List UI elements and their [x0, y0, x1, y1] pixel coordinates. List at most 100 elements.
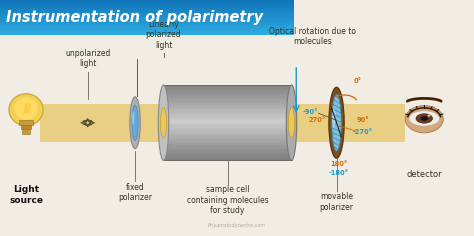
Ellipse shape: [14, 97, 38, 120]
Bar: [0, 25, 294, 26]
Bar: [0, 9, 294, 10]
Bar: [164, 85, 292, 88]
Text: Light
source: Light source: [9, 185, 43, 205]
Bar: [164, 158, 292, 160]
Bar: [164, 125, 292, 128]
Ellipse shape: [409, 111, 439, 126]
Bar: [0, 11, 294, 12]
Text: Priyamstudycentre.com: Priyamstudycentre.com: [208, 223, 266, 228]
Bar: [22, 129, 30, 134]
Bar: [0, 15, 294, 16]
Bar: [164, 120, 292, 123]
Ellipse shape: [132, 111, 135, 125]
Bar: [0, 10, 294, 11]
Text: -90°: -90°: [303, 109, 318, 115]
Text: 0°: 0°: [354, 78, 362, 84]
Ellipse shape: [132, 105, 138, 140]
Ellipse shape: [420, 116, 428, 121]
Bar: [164, 133, 292, 135]
Ellipse shape: [9, 94, 43, 126]
Bar: [0, 18, 294, 19]
Bar: [0, 21, 294, 22]
Bar: [0, 13, 294, 14]
Bar: [164, 128, 292, 130]
Bar: [0, 30, 294, 31]
Bar: [164, 138, 292, 140]
Bar: [0, 14, 294, 15]
Bar: [0, 1, 294, 2]
Bar: [0, 34, 294, 35]
Bar: [0, 32, 294, 33]
Bar: [0, 16, 294, 17]
Bar: [0, 29, 294, 30]
Bar: [164, 130, 292, 133]
Bar: [0, 31, 294, 32]
Text: 270°: 270°: [309, 117, 326, 123]
Bar: [0, 23, 294, 24]
Bar: [0, 22, 294, 23]
Bar: [164, 115, 292, 118]
Bar: [164, 140, 292, 143]
Ellipse shape: [332, 94, 341, 151]
Bar: [0, 33, 294, 34]
Bar: [164, 118, 292, 120]
Bar: [164, 108, 292, 110]
Bar: [0, 3, 294, 4]
Text: Instrumentation of polarimetry: Instrumentation of polarimetry: [6, 10, 263, 25]
Ellipse shape: [405, 106, 443, 133]
Bar: [164, 156, 292, 158]
Bar: [0, 28, 294, 29]
Bar: [164, 110, 292, 113]
Ellipse shape: [158, 85, 169, 160]
Bar: [0, 8, 294, 9]
Text: unpolarized
light: unpolarized light: [65, 49, 110, 68]
Text: -270°: -270°: [353, 129, 373, 135]
Bar: [164, 150, 292, 153]
Ellipse shape: [160, 108, 166, 138]
Bar: [164, 148, 292, 150]
Text: Linearly
polarized
light: Linearly polarized light: [146, 20, 182, 50]
Ellipse shape: [130, 97, 140, 149]
Ellipse shape: [286, 85, 297, 160]
Bar: [0, 27, 294, 28]
Bar: [21, 125, 31, 129]
Bar: [164, 153, 292, 156]
Bar: [164, 143, 292, 145]
Bar: [164, 88, 292, 90]
Bar: [164, 93, 292, 95]
Bar: [0, 20, 294, 21]
Text: movable
polarizer: movable polarizer: [319, 192, 354, 212]
Bar: [19, 120, 33, 125]
Ellipse shape: [288, 108, 294, 138]
Ellipse shape: [416, 114, 432, 123]
Text: Optical rotation due to
molecules: Optical rotation due to molecules: [269, 27, 356, 46]
Bar: [164, 100, 292, 103]
Bar: [164, 135, 292, 138]
Text: 180°: 180°: [330, 161, 347, 167]
Bar: [0, 19, 294, 20]
Ellipse shape: [332, 109, 335, 127]
Bar: [164, 105, 292, 108]
Bar: [0, 2, 294, 3]
Bar: [0, 12, 294, 13]
Text: sample cell
containing molecules
for study: sample cell containing molecules for stu…: [187, 185, 268, 215]
Text: -180°: -180°: [329, 170, 349, 177]
Bar: [164, 95, 292, 97]
Ellipse shape: [428, 115, 430, 117]
Text: fixed
polarizer: fixed polarizer: [118, 183, 152, 202]
Bar: [0, 6, 294, 7]
Text: 90°: 90°: [356, 117, 369, 123]
Bar: [0, 24, 294, 25]
Text: detector: detector: [406, 170, 442, 179]
Bar: [164, 90, 292, 93]
Bar: [0, 17, 294, 18]
Bar: [0, 5, 294, 6]
Bar: [164, 103, 292, 105]
Bar: [164, 145, 292, 148]
Bar: [40, 104, 405, 142]
Ellipse shape: [329, 87, 344, 158]
Bar: [164, 113, 292, 115]
Bar: [0, 0, 294, 1]
Bar: [0, 7, 294, 8]
Bar: [0, 4, 294, 5]
